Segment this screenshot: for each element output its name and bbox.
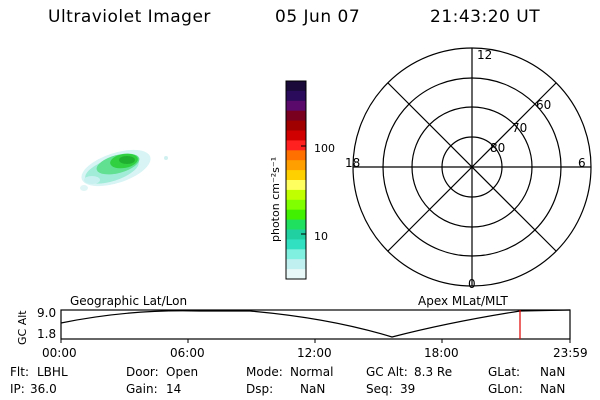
colorbar-segment	[286, 249, 306, 260]
date-label: 05 Jun 07	[275, 7, 361, 27]
glat-value: NaN	[540, 365, 566, 379]
lat-label-70: 70	[512, 121, 527, 135]
glon-label: GLon:	[488, 382, 523, 396]
timeline-ytick-bottom: 1.8	[37, 327, 57, 341]
mlt-label-6: 6	[578, 156, 586, 170]
mode-label: Mode:	[246, 365, 283, 379]
colorbar-frame	[285, 80, 307, 280]
colorbar-segment	[286, 239, 306, 250]
colorbar-segment	[286, 269, 306, 280]
timeline-xtick-2359: 23:59	[553, 346, 588, 360]
mode-value: Normal	[290, 365, 334, 379]
ip-label: IP:	[10, 382, 25, 396]
colorbar-segment	[286, 130, 306, 141]
colorbar-segment	[286, 120, 306, 131]
dsp-value: NaN	[300, 382, 326, 396]
colorbar-tick-10: 10	[314, 230, 328, 243]
timeline-xtick-1200: 12:00	[297, 346, 332, 360]
colorbar-segment	[286, 189, 306, 201]
polar-grid	[352, 47, 592, 287]
instrument-title: Ultraviolet Imager	[48, 7, 211, 27]
glon-value: NaN	[540, 382, 566, 396]
seq-label: Seq:	[366, 382, 393, 396]
gain-value: 14	[166, 382, 182, 396]
colorbar-segment	[286, 229, 306, 240]
timeline-xtick-0000: 00:00	[42, 346, 77, 360]
colorbar	[285, 80, 307, 280]
colorbar-segment	[286, 90, 306, 102]
colorbar-segment	[286, 160, 306, 171]
lat-label-60: 60	[536, 98, 551, 112]
door-label: Door:	[126, 365, 159, 379]
timeline-xtick-0600: 06:00	[170, 346, 205, 360]
colorbar-tick-100: 100	[314, 142, 335, 155]
colorbar-segment	[286, 199, 306, 211]
gain-label: Gain:	[126, 382, 158, 396]
glat-label: GLat:	[488, 365, 521, 379]
timeline-panel	[60, 309, 571, 343]
gcalt-label: GC Alt:	[366, 365, 408, 379]
lat-label-80: 80	[490, 141, 505, 155]
colorbar-segment	[286, 219, 306, 230]
colorbar-label: photon cm⁻²s⁻¹	[269, 157, 282, 242]
colorbar-segment	[286, 150, 306, 161]
timeline-right-title: Apex MLat/MLT	[418, 294, 508, 308]
altitude-curve	[60, 309, 571, 338]
timeline-xtick-1800: 18:00	[424, 346, 459, 360]
timeline-ylabel: GC Alt	[16, 310, 29, 345]
flt-label: Flt:	[10, 365, 29, 379]
door-value: Open	[166, 365, 199, 379]
mlt-label-12: 12	[477, 48, 492, 62]
colorbar-segment	[286, 81, 306, 92]
colorbar-segment	[286, 140, 306, 151]
auroral-image	[80, 149, 168, 191]
colorbar-segment	[286, 259, 306, 270]
colorbar-segment	[286, 100, 306, 112]
mlt-label-18: 18	[345, 156, 360, 170]
colorbar-segment	[286, 170, 306, 181]
time-label: 21:43:20 UT	[430, 7, 541, 27]
flt-value: LBHL	[37, 365, 68, 379]
colorbar-segment	[286, 110, 306, 122]
timeline-frame	[60, 309, 571, 340]
ip-value: 36.0	[30, 382, 57, 396]
gcalt-value: 8.3 Re	[414, 365, 453, 379]
mlt-label-0: 0	[468, 277, 476, 291]
timeline-ytick-top: 9.0	[37, 306, 57, 320]
dsp-label: Dsp:	[246, 382, 274, 396]
seq-value: 39	[400, 382, 416, 396]
colorbar-segment	[286, 180, 306, 191]
timeline-left-title: Geographic Lat/Lon	[70, 294, 188, 308]
colorbar-segment	[286, 209, 306, 221]
